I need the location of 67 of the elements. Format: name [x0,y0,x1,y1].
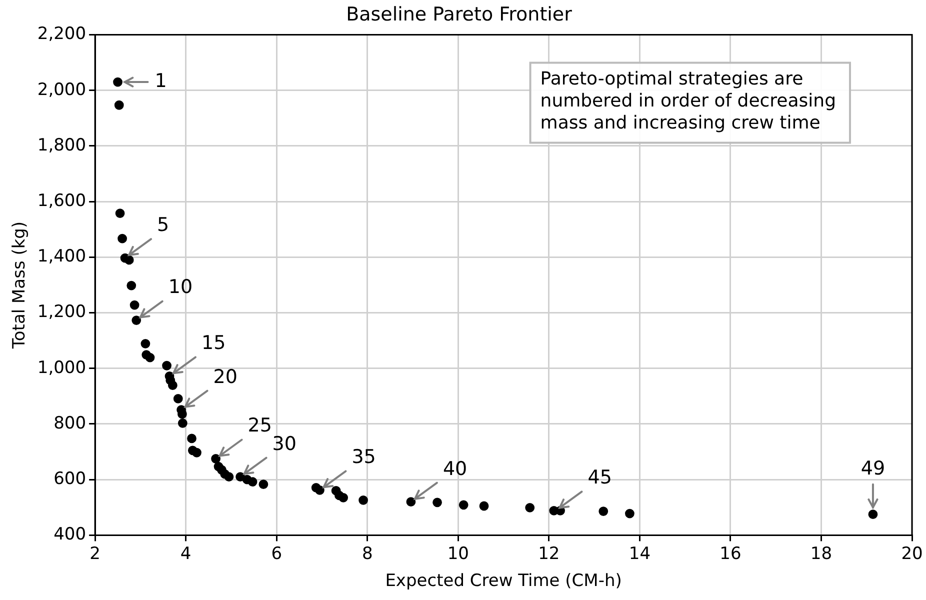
point [168,380,178,390]
point [248,477,258,487]
x-axis-title: Expected Crew Time (CM-h) [385,571,622,592]
x-tick-label: 16 [720,544,742,564]
point [868,510,878,520]
x-tick-label: 14 [628,544,651,564]
x-tick-label: 10 [447,544,469,564]
point [525,502,535,512]
annotation: 15 [202,332,226,354]
y-tick-label: 2,000 [37,80,86,100]
annotation: 25 [248,414,272,437]
x-tick-label: 2 [90,544,100,564]
point [124,255,134,265]
point [140,338,150,348]
point [130,300,140,310]
y-tick-label: 1,600 [37,191,86,212]
annotation: 40 [442,458,468,480]
y-tick-label: 1,200 [37,302,86,322]
point [115,208,125,218]
point [458,500,468,510]
annotation: 5 [157,214,170,236]
annotation: 10 [168,276,193,298]
point [211,454,220,464]
annotation: 49 [860,457,886,480]
point [132,316,142,326]
annotation: 30 [272,432,296,455]
annotation: 45 [588,466,612,489]
point [187,434,196,444]
point [113,77,122,87]
point [145,352,155,362]
point [178,409,187,419]
point [118,234,127,244]
point [258,480,268,490]
y-tick-label: 600 [54,469,86,490]
point [406,497,416,507]
point [625,508,634,518]
x-tick-label: 12 [538,544,560,564]
point [192,448,202,458]
annotation: Pareto-optimal strategies are numbered in order of decreasing mass and increasing crew time [540,68,836,134]
annotation: 1 [154,70,167,92]
point [173,394,183,404]
y-tick-label: 400 [54,524,86,545]
point [315,485,324,495]
point [114,100,124,110]
annotation: 20 [213,366,238,388]
chart-title: Baseline Pareto Frontier [346,3,572,26]
point [479,501,489,511]
y-tick-label: 800 [54,413,86,434]
point [598,506,608,516]
y-axis-title: Total Mass (kg) [10,221,30,350]
y-tick-label: 1,800 [37,135,86,156]
point [162,360,172,370]
point [224,472,234,482]
point [126,280,136,290]
point [432,498,442,508]
x-tick-label: 8 [362,544,373,564]
x-tick-label: 18 [810,544,832,564]
x-tick-label: 20 [901,544,923,564]
y-tick-label: 2,200 [37,24,86,44]
annotation: 35 [352,446,376,468]
x-tick-label: 6 [271,544,282,564]
x-tick-label: 4 [180,544,192,564]
point [178,418,188,428]
y-tick-label: 1,000 [37,358,86,378]
point [338,492,348,502]
point [358,495,368,505]
y-tick-label: 1,400 [37,246,86,267]
